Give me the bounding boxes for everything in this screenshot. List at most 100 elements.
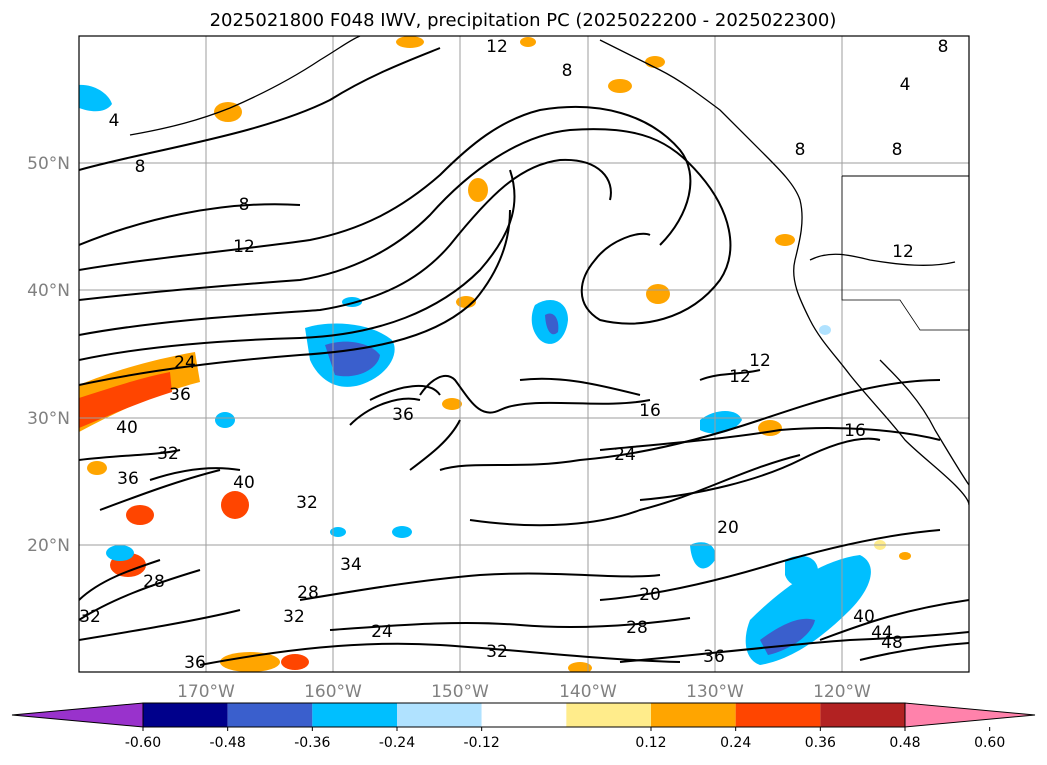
negative-anomaly-area bbox=[700, 411, 742, 434]
colorbar-bin bbox=[820, 703, 905, 727]
contour-label: 8 bbox=[892, 140, 903, 160]
negative-anomaly-area bbox=[330, 527, 346, 537]
contour-label: 28 bbox=[297, 583, 319, 603]
positive-anomaly-area bbox=[520, 37, 536, 47]
contour-label: 20 bbox=[717, 518, 739, 538]
negative-anomaly-area bbox=[106, 545, 134, 561]
positive-anomaly-area bbox=[214, 102, 242, 122]
contour-label: 12 bbox=[749, 351, 771, 371]
contour-label: 12 bbox=[892, 242, 914, 262]
contour-label: 44 bbox=[871, 623, 893, 643]
negative-anomaly-area bbox=[392, 526, 412, 538]
contour-label: 36 bbox=[703, 647, 725, 667]
contour-label: 4 bbox=[109, 111, 120, 131]
lon-tick-label: 120°W bbox=[813, 682, 871, 702]
positive-anomaly-area bbox=[468, 178, 488, 202]
positive-anomaly-area bbox=[87, 461, 107, 475]
contour-label: 28 bbox=[626, 618, 648, 638]
lon-tick-label: 170°W bbox=[177, 682, 235, 702]
contour-label: 34 bbox=[340, 555, 362, 575]
colorbar-tick-label: 0.36 bbox=[805, 735, 836, 751]
map-frame bbox=[78, 35, 970, 673]
positive-anomaly-area bbox=[221, 491, 249, 519]
colorbar: -0.60 -0.48 -0.36 -0.24 -0.12 0.12 0.24 0.36 0.4… bbox=[11, 702, 1036, 751]
gridlines bbox=[79, 36, 969, 672]
colorbar-bin bbox=[735, 703, 821, 727]
colorbar-tick-label: 0.48 bbox=[889, 735, 920, 751]
colorbar-bin bbox=[227, 703, 313, 727]
contour-label: 40 bbox=[116, 418, 138, 438]
positive-anomaly-area bbox=[126, 505, 154, 525]
negative-anomaly-area bbox=[545, 313, 559, 335]
negative-anomaly-area bbox=[819, 325, 831, 335]
contour-label: 12 bbox=[233, 237, 255, 257]
lon-tick-label: 140°W bbox=[559, 682, 617, 702]
colorbar-tick-label: -0.12 bbox=[464, 735, 500, 751]
positive-anomaly-area bbox=[281, 654, 309, 670]
contour-label: 12 bbox=[729, 367, 751, 387]
positive-anomaly-area bbox=[220, 652, 280, 672]
positive-anomaly-area bbox=[396, 36, 424, 48]
negative-anomaly-area bbox=[215, 412, 235, 428]
colorbar-bin bbox=[397, 703, 482, 727]
contour-label: 24 bbox=[174, 353, 196, 373]
colorbar-bin bbox=[566, 703, 651, 727]
contour-label: 32 bbox=[486, 642, 508, 662]
figure-title: 2025021800 F048 IWV, precipitation PC (2… bbox=[210, 10, 837, 31]
coastlines bbox=[129, 36, 969, 506]
colorbar-tick-label: 0.60 bbox=[974, 735, 1005, 751]
contour-label: 8 bbox=[239, 195, 250, 215]
contour-label: 16 bbox=[639, 401, 661, 421]
colorbar-tick-label: 0.12 bbox=[635, 735, 666, 751]
contour-label: 36 bbox=[169, 385, 191, 405]
contour-label: 8 bbox=[938, 37, 949, 57]
contour-label: 36 bbox=[392, 405, 414, 425]
colorbar-under-arrow bbox=[11, 702, 144, 728]
contour-label: 28 bbox=[143, 572, 165, 592]
contour-label: 16 bbox=[844, 421, 866, 441]
positive-anomaly-area bbox=[645, 56, 665, 68]
positive-anomaly-area bbox=[568, 662, 592, 672]
contour-label: 4 bbox=[900, 75, 911, 95]
contour-label: 40 bbox=[233, 473, 255, 493]
colorbar-tick-label: -0.24 bbox=[379, 735, 415, 751]
contour-label: 20 bbox=[639, 585, 661, 605]
positive-anomaly-area bbox=[775, 234, 795, 246]
negative-anomaly-area bbox=[785, 555, 819, 587]
colorbar-bin bbox=[481, 703, 567, 727]
longitude-labels: 170°W 160°W 150°W 140°W 130°W 120°W bbox=[177, 682, 871, 702]
positive-anomaly-area bbox=[442, 398, 462, 410]
lon-tick-label: 160°W bbox=[304, 682, 362, 702]
colorbar-bin bbox=[143, 703, 228, 727]
contour-label: 32 bbox=[296, 493, 318, 513]
colorbar-bin bbox=[312, 703, 397, 727]
contour-label: 32 bbox=[157, 444, 179, 464]
negative-anomaly-area bbox=[325, 341, 380, 377]
contour-label: 36 bbox=[117, 469, 139, 489]
colorbar-tick-label: -0.48 bbox=[210, 735, 246, 751]
contour-label: 12 bbox=[486, 37, 508, 57]
contour-label: 24 bbox=[371, 622, 393, 642]
lat-tick-label: 30°N bbox=[27, 409, 70, 429]
contour-label: 8 bbox=[795, 140, 806, 160]
positive-anomaly-area bbox=[899, 552, 911, 560]
latitude-labels: 50°N 40°N 30°N 20°N bbox=[27, 154, 70, 556]
lat-tick-label: 40°N bbox=[27, 281, 70, 301]
colorbar-bin bbox=[651, 703, 736, 727]
colorbar-frame bbox=[142, 702, 906, 728]
colorbar-tick-label: 0.24 bbox=[720, 735, 751, 751]
contour-label: 36 bbox=[184, 653, 206, 673]
contour-label: 32 bbox=[79, 607, 101, 627]
contour-label: 8 bbox=[562, 61, 573, 81]
lat-tick-label: 20°N bbox=[27, 536, 70, 556]
colorbar-over-arrow bbox=[904, 702, 1036, 728]
contour-label: 24 bbox=[614, 445, 636, 465]
iwv-contours bbox=[79, 47, 969, 666]
lat-tick-label: 50°N bbox=[27, 154, 70, 174]
lon-tick-label: 150°W bbox=[431, 682, 489, 702]
positive-anomaly-area bbox=[608, 79, 632, 93]
contour-label: 8 bbox=[135, 157, 146, 177]
